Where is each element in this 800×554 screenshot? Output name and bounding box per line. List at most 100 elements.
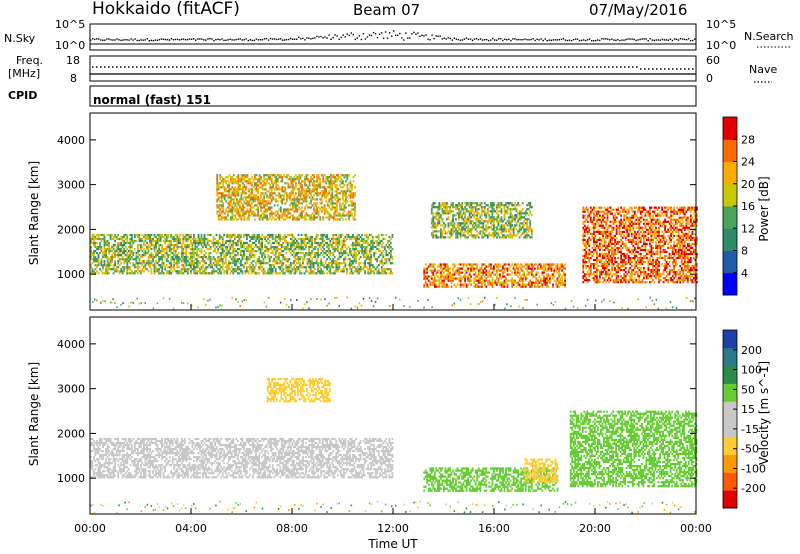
nsky-point	[591, 40, 593, 42]
freq-frame	[89, 55, 697, 82]
echo-cell	[325, 196, 328, 199]
nsky-panel: N.Sky 10^5 10^0 N.Search 10^5 10^0	[4, 18, 794, 52]
echo-cell	[202, 272, 204, 275]
echo-cell	[461, 277, 463, 280]
nsky-point	[637, 39, 639, 41]
echo-cell	[376, 258, 379, 261]
echo-cell	[117, 246, 120, 249]
echo-cell	[340, 214, 343, 217]
echo-cell	[259, 237, 262, 241]
echo-cell	[359, 250, 362, 253]
echo-cell	[342, 192, 344, 195]
echo-cell	[199, 256, 201, 259]
echo-cell	[436, 212, 439, 215]
echo-cell	[337, 192, 340, 195]
echo-cell	[147, 258, 150, 261]
echo-cell	[158, 239, 160, 243]
echo-cell	[286, 248, 289, 251]
echo-cell	[290, 266, 292, 269]
echo-cell	[319, 218, 322, 221]
nsky-point	[461, 39, 464, 41]
echo-cell	[318, 237, 321, 241]
echo-cell	[231, 206, 234, 209]
echo-cell	[558, 279, 560, 282]
echo-cell	[271, 270, 274, 273]
echo-cell	[449, 224, 451, 227]
echo-cell	[314, 192, 317, 195]
echo-cell	[239, 180, 241, 183]
echo-cell	[443, 226, 445, 229]
echo-cell	[96, 258, 98, 261]
echo-cell	[237, 192, 240, 195]
echo-cell	[335, 178, 338, 181]
echo-cell	[231, 208, 234, 211]
echo-cell	[218, 252, 221, 255]
echo-cell	[349, 200, 352, 203]
echo-cell	[232, 214, 235, 217]
echo-cell	[541, 285, 544, 288]
echo-cell	[218, 241, 221, 245]
echo-cell	[453, 226, 456, 229]
echo-cell	[193, 260, 195, 263]
echo-cell	[242, 192, 244, 195]
nsky-point	[273, 38, 276, 40]
echo-cell	[467, 230, 469, 233]
echo-cell	[321, 264, 324, 267]
echo-cell	[377, 270, 380, 273]
echo-cell	[235, 250, 238, 253]
echo-cell	[311, 212, 314, 215]
echo-cell	[497, 228, 500, 231]
echo-cell	[217, 250, 220, 253]
echo-cell	[250, 244, 253, 247]
echo-cell	[314, 186, 317, 189]
echo-cell	[155, 268, 157, 271]
echo-cell	[93, 256, 95, 259]
echo-cell	[90, 241, 92, 245]
echo-cell	[325, 190, 328, 193]
echo-cell	[311, 270, 313, 273]
echo-cell	[547, 273, 550, 276]
echo-cell	[291, 250, 294, 253]
echo-cell	[447, 226, 450, 229]
echo-cell	[432, 281, 435, 284]
echo-cell	[329, 268, 332, 271]
echo-cell	[91, 235, 94, 239]
echo-cell	[121, 235, 124, 239]
echo-cell	[263, 176, 265, 179]
nsky-point	[492, 37, 494, 40]
echo-cell	[299, 192, 302, 195]
echo-cell	[317, 214, 320, 217]
echo-cell	[248, 194, 250, 197]
echo-cell	[326, 192, 329, 195]
nsky-point	[102, 39, 104, 41]
nsky-point	[221, 38, 223, 40]
echo-cell	[222, 192, 225, 195]
echo-cell	[285, 270, 288, 273]
echo-cell	[235, 208, 238, 211]
echo-cell	[482, 206, 485, 209]
echo-cell	[342, 198, 344, 201]
echo-cell	[447, 279, 450, 282]
echo-cell	[470, 265, 473, 268]
echo-cell	[302, 210, 305, 213]
echo-cell	[533, 283, 536, 286]
echo-cell	[559, 265, 562, 268]
echo-cell	[285, 174, 288, 177]
echo-cell	[509, 273, 512, 276]
echo-cell	[385, 244, 388, 247]
echo-cell	[433, 234, 436, 237]
echo-cell	[193, 248, 195, 251]
nsky-point	[635, 39, 637, 42]
nsky-point	[619, 39, 621, 42]
echo-cell	[277, 262, 280, 265]
echo-cell	[293, 218, 296, 221]
echo-cell	[482, 279, 485, 282]
echo-cell	[203, 268, 206, 271]
echo-cell	[249, 204, 252, 207]
echo-cell	[229, 194, 232, 197]
echo-cell	[274, 233, 277, 237]
echo-cell	[127, 260, 130, 263]
echo-cell	[258, 272, 260, 275]
echo-cell	[530, 281, 533, 284]
echo-cell	[556, 277, 559, 280]
